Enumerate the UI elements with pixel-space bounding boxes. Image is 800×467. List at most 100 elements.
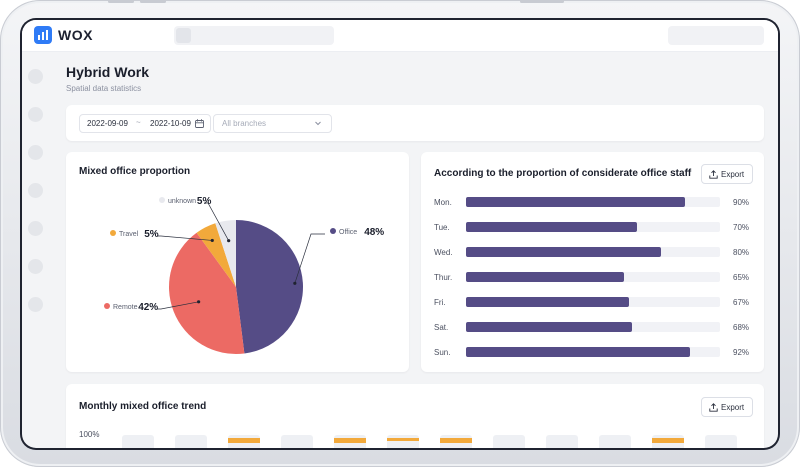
pie-leader-line (294, 233, 325, 284)
page-title: Hybrid Work (66, 64, 149, 80)
bar-chart-title: According to the proportion of considera… (434, 168, 692, 179)
trend-bar (705, 435, 737, 448)
trend-bar (175, 435, 207, 448)
bar-track (466, 247, 720, 257)
bar-fill[interactable] (466, 347, 691, 357)
pie-leader-dot (293, 281, 297, 285)
pie-label-name: Office (339, 229, 357, 236)
pie-slice-office[interactable] (236, 220, 303, 354)
branch-select[interactable]: All branches (213, 114, 332, 133)
bar-category-label: Mon. (434, 198, 452, 207)
trend-bar (599, 435, 631, 448)
trend-chart-title: Monthly mixed office trend (79, 401, 207, 412)
pie-leader-dot (210, 238, 214, 243)
power-button (520, 0, 564, 3)
trend-bar (387, 435, 419, 448)
pie-label-name: Travel (119, 231, 139, 238)
legend-marker (110, 230, 116, 236)
pie-leader-line (157, 235, 213, 241)
pie-label-value: 48% (364, 227, 384, 238)
user-menu[interactable] (668, 26, 764, 45)
pie-leader-dot (227, 239, 231, 243)
pie-leader-dot (197, 300, 201, 304)
bar-track (466, 322, 720, 332)
export-button[interactable]: Export (701, 397, 753, 417)
sidebar-item-icon[interactable] (28, 297, 43, 312)
bar-value-label: 70% (733, 223, 750, 232)
bar-fill[interactable] (466, 272, 625, 282)
upload-icon (709, 403, 718, 412)
pie-chart-card: Mixed office proportion Office 48% Remote 4… (66, 152, 409, 372)
bar-track (466, 347, 720, 357)
page-subtitle: Spatial data statistics (66, 84, 142, 93)
pie-slice-remote[interactable] (169, 232, 245, 354)
upload-icon (709, 170, 718, 179)
search-icon (176, 28, 191, 43)
bar-fill[interactable] (466, 247, 662, 257)
pie-chart: Office 48%Remote 42%Travel 5%unknown 5% (104, 196, 384, 354)
export-label: Export (721, 403, 745, 412)
trend-bar (493, 435, 525, 448)
trend-bar (228, 435, 260, 448)
pie-label-value: 42% (138, 302, 158, 313)
sidebar-item-icon[interactable] (28, 183, 43, 198)
logo-icon (34, 26, 52, 44)
bar-category-label: Tue. (434, 223, 450, 232)
bar-category-label: Thur. (434, 273, 453, 282)
legend-marker (159, 197, 165, 203)
bar-fill[interactable] (466, 222, 637, 232)
bar-value-label: 92% (733, 348, 750, 357)
bar-track (466, 272, 720, 282)
y-axis-tick-label: 100% (79, 430, 100, 439)
bar-category-label: Wed. (434, 248, 453, 257)
sidebar-item-icon[interactable] (28, 145, 43, 160)
trend-chart-card: Monthly mixed office trend Export 100% (66, 384, 764, 448)
sidebar-item-icon[interactable] (28, 107, 43, 122)
trend-bar (281, 435, 313, 448)
trend-bar (334, 435, 366, 448)
date-start: 2022-09-09 (87, 119, 128, 128)
bar-category-label: Sun. (434, 348, 451, 357)
trend-bar (546, 435, 578, 448)
pie-slice-unknown[interactable] (215, 220, 236, 287)
bar-category-label: Fri. (434, 298, 446, 307)
date-end: 2022-10-09 (150, 119, 191, 128)
pie-label-name: Remote (113, 304, 138, 311)
date-separator: ~ (136, 118, 141, 127)
bar-fill[interactable] (466, 322, 632, 332)
bar-track (466, 222, 720, 232)
pie-chart-title: Mixed office proportion (79, 166, 191, 177)
sidebar-item-icon[interactable] (28, 259, 43, 274)
pie-leader-line (204, 202, 229, 241)
pie-slice-travel[interactable] (196, 223, 236, 287)
bar-track (466, 197, 720, 207)
bar-fill[interactable] (466, 197, 686, 207)
pie-leader-line (157, 301, 199, 310)
trend-bar (122, 435, 154, 448)
pie-label-value: 5% (144, 229, 159, 240)
bar-value-label: 65% (733, 273, 750, 282)
sidebar-item-icon[interactable] (28, 221, 43, 236)
bar-value-label: 68% (733, 323, 750, 332)
branch-placeholder: All branches (222, 119, 267, 128)
top-bar: WOX (22, 20, 778, 52)
trend-bar (652, 435, 684, 448)
legend-marker (330, 228, 336, 234)
bar-value-label: 67% (733, 298, 750, 307)
app-name: WOX (58, 27, 93, 43)
export-button[interactable]: Export (701, 164, 753, 184)
filter-bar: 2022-09-09 ~ 2022-10-09 All branches (66, 105, 764, 141)
volume-button (108, 0, 134, 3)
sidebar-item-icon[interactable] (28, 69, 43, 84)
date-range-picker[interactable]: 2022-09-09 ~ 2022-10-09 (79, 114, 211, 133)
volume-button (140, 0, 166, 3)
search-box[interactable] (174, 26, 334, 45)
trend-bar (440, 435, 472, 448)
chevron-down-icon (315, 121, 321, 126)
bar-fill[interactable] (466, 297, 630, 307)
pie-label-value: 5% (197, 196, 212, 207)
export-label: Export (721, 170, 745, 179)
pie-label-name: unknown (168, 198, 196, 205)
bar-chart-card: According to the proportion of considera… (421, 152, 764, 372)
